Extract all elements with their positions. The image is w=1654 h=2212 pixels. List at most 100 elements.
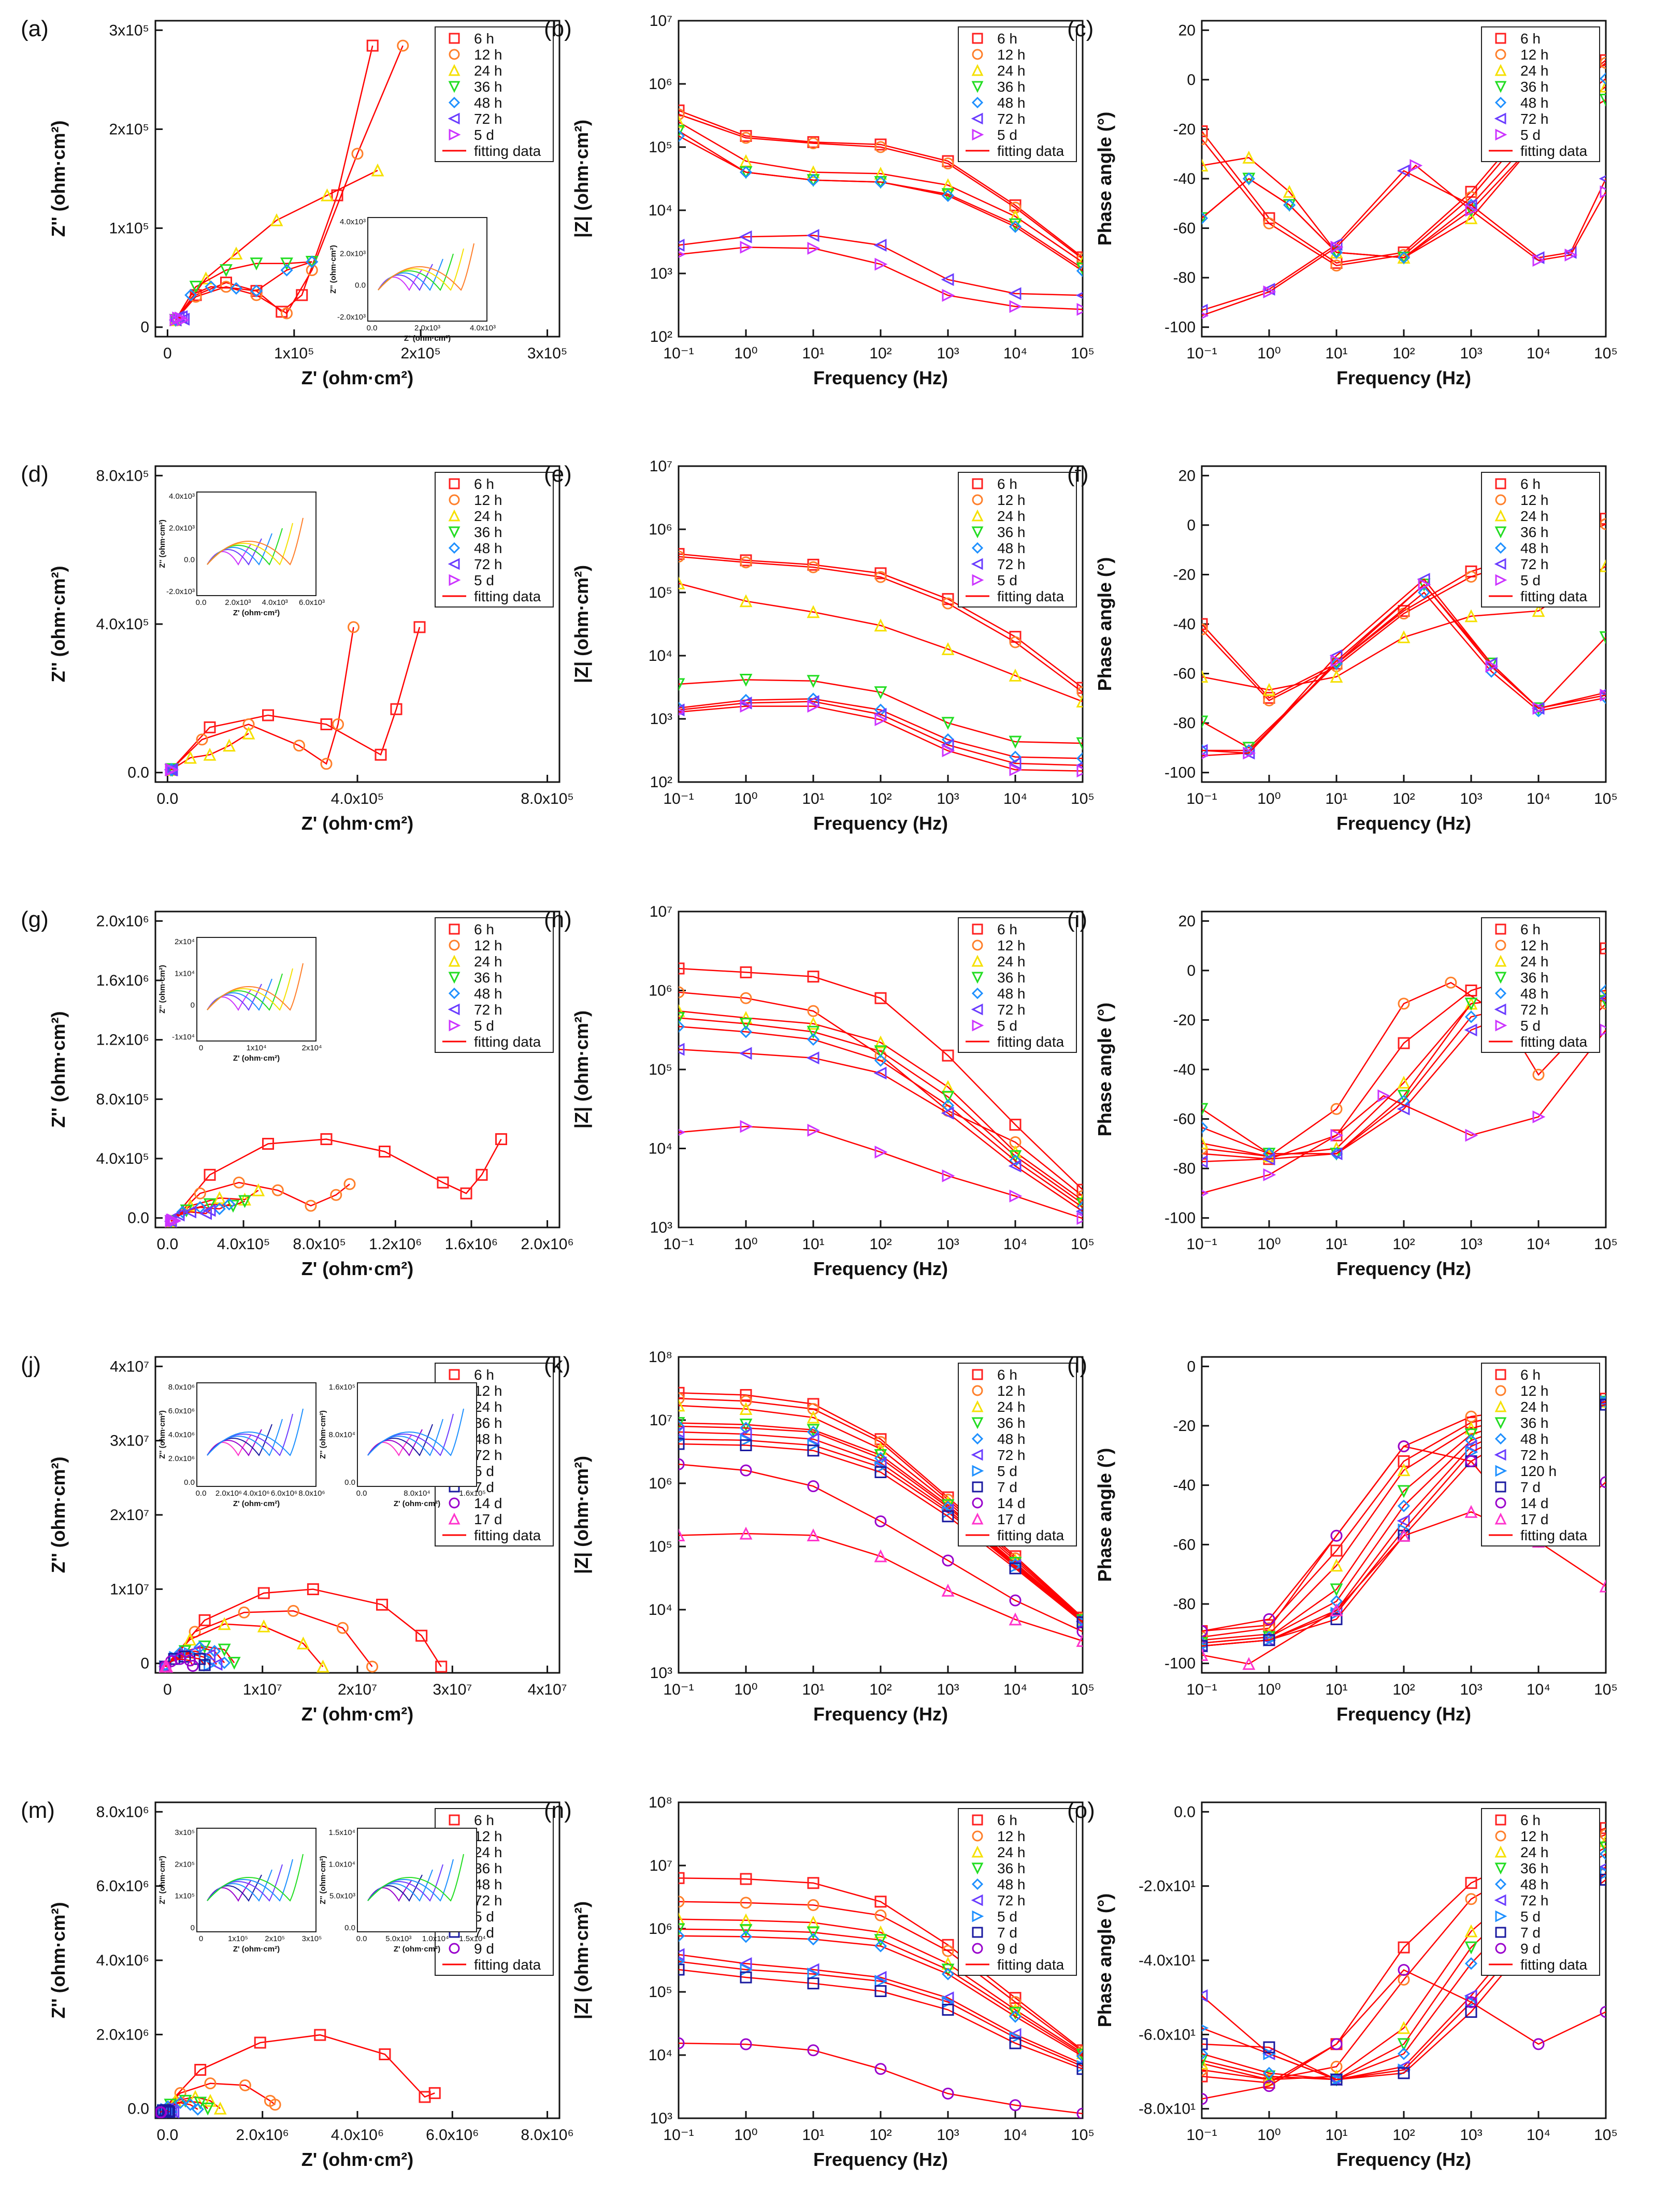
- data-point: [1330, 259, 1343, 272]
- legend-label: 6 h: [1520, 476, 1541, 492]
- data-point: [679, 1438, 685, 1450]
- fit-line: [679, 1431, 1083, 1622]
- data-point: [257, 1619, 270, 1632]
- data-point: [807, 1899, 819, 1911]
- data-point: [1465, 1129, 1478, 1142]
- data-point: [189, 281, 203, 294]
- data-point: [679, 962, 685, 975]
- legend-label: 72 h: [474, 1447, 502, 1463]
- legend-marker: [1495, 1927, 1506, 1938]
- legend-label: fitting data: [474, 1957, 541, 1973]
- x-tick-label: 2x10⁵: [400, 345, 441, 362]
- data-point: [1263, 694, 1275, 706]
- legend-label: 72 h: [474, 111, 502, 127]
- inset-x-tick-label: 0: [199, 1934, 203, 1943]
- legend-marker: [449, 33, 460, 44]
- y-tick-label: 1.2x10⁶: [96, 1032, 149, 1049]
- legend-label: 7 d: [1520, 1925, 1541, 1941]
- legend-label: 24 h: [474, 1399, 502, 1415]
- data-point: [806, 1051, 819, 1065]
- data-point: [177, 313, 190, 327]
- inset-y-tick-label: 0.0: [355, 281, 366, 290]
- legend-marker: [1495, 1814, 1506, 1826]
- inset-x-tick-label: 1x10⁵: [228, 1934, 248, 1943]
- data-point: [874, 1549, 887, 1563]
- data-point: [874, 1035, 887, 1049]
- data-point: [739, 230, 752, 243]
- data-point: [1242, 172, 1255, 185]
- data-point: [739, 1924, 753, 1937]
- data-point: [874, 257, 888, 271]
- inset-y-tick-label: 0.0: [184, 556, 195, 565]
- legend-label: 7 d: [474, 1925, 494, 1941]
- fit-line: [679, 1877, 1083, 2051]
- fit-line: [679, 113, 1083, 259]
- fit-line: [679, 698, 1083, 759]
- panel-label: (b): [544, 16, 572, 41]
- data-point: [1465, 1445, 1478, 1459]
- data-point: [1008, 757, 1022, 770]
- data-point: [1076, 1634, 1083, 1647]
- data-point: [679, 115, 685, 128]
- data-point: [229, 282, 243, 295]
- x-tick-label: 0.0: [157, 1236, 179, 1253]
- y-tick-label: 6.0x10⁶: [96, 1878, 149, 1895]
- y-tick-label: 4.0x10⁶: [96, 1952, 149, 1969]
- data-point: [1532, 1068, 1545, 1081]
- data-point: [740, 240, 753, 254]
- x-tick-label: 0.0: [157, 790, 179, 807]
- legend-marker: [1495, 574, 1507, 586]
- legend-label: 12 h: [474, 492, 502, 508]
- inset-curve: [207, 963, 304, 1011]
- legend-marker: [449, 1943, 460, 1954]
- data-point: [1202, 212, 1209, 225]
- data-point: [1009, 763, 1023, 776]
- x-tick-label: 10⁻¹: [1186, 1681, 1217, 1698]
- y-tick-label: 3x10⁷: [110, 1433, 149, 1450]
- legend-marker: [972, 128, 984, 141]
- data-point: [1263, 2041, 1275, 2054]
- data-point: [941, 189, 955, 203]
- legend-label: 17 d: [474, 1511, 502, 1527]
- inset-plot: 0 1x10⁴ 2x10⁴ -1x10⁴ 0 1x10⁴ 2x10⁴ Z' (ohm·cm²)…: [158, 937, 322, 1063]
- data-point: [1009, 2099, 1022, 2112]
- data-point: [476, 1168, 488, 1181]
- fit-line: [679, 247, 1083, 310]
- x-tick-label: 10⁻¹: [1186, 2127, 1217, 2144]
- data-point: [1599, 995, 1606, 1008]
- fit-line: [679, 1025, 1083, 1208]
- data-point: [1202, 1989, 1208, 2002]
- fit-line: [679, 1533, 1083, 1642]
- data-point: [1465, 1455, 1477, 1467]
- x-tick-label: 10²: [1392, 1236, 1415, 1253]
- data-point: [320, 758, 333, 770]
- data-point: [874, 1146, 888, 1159]
- legend-marker: [972, 923, 983, 935]
- data-point: [220, 264, 233, 277]
- data-point: [1465, 191, 1477, 204]
- x-tick-label: 10²: [1392, 790, 1415, 807]
- y-tick-label: -40: [1173, 1061, 1196, 1078]
- legend-marker: [448, 81, 461, 93]
- x-tick-label: 10³: [937, 790, 959, 807]
- legend-marker: [1495, 1481, 1506, 1493]
- data-point: [1242, 1657, 1256, 1670]
- legend-marker: [972, 33, 983, 44]
- legend-marker: [449, 49, 460, 60]
- data-point: [1599, 1847, 1606, 1860]
- legend-label: 12 h: [997, 1383, 1026, 1399]
- panel-label: (c): [1067, 16, 1094, 41]
- legend-label: 72 h: [1520, 1892, 1549, 1909]
- inset-plot: 0.0 5.0x10³ 1.0x10⁴ 1.5x10⁴ 0.0 5.0x10³ 1.0x10…: [319, 1828, 486, 1954]
- legend-label: 7 d: [474, 1479, 494, 1495]
- legend-label: 6 h: [1520, 921, 1541, 937]
- data-point: [1599, 94, 1606, 107]
- legend-label: fitting data: [1520, 588, 1588, 604]
- data-point: [1076, 2063, 1083, 2075]
- legend-label: 5 d: [997, 572, 1017, 588]
- data-point: [1465, 1410, 1477, 1423]
- x-tick-label: 4.0x10⁵: [217, 1236, 270, 1253]
- data-point: [740, 966, 752, 978]
- inset-plot: 0.0 2.0x10³ 4.0x10³ 6.0x10³-2.0x10³0.02.0x1…: [158, 491, 325, 617]
